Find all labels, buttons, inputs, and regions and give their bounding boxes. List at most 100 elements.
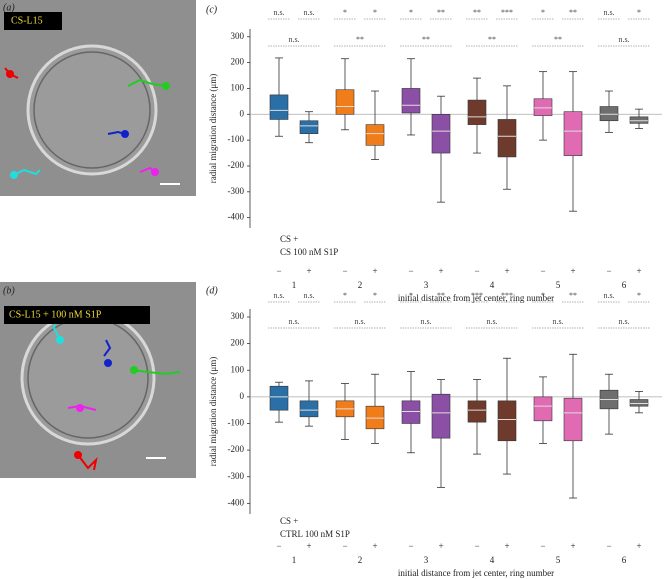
significance: n.s.: [618, 317, 629, 326]
box: [401, 400, 421, 424]
x-tick-label: −: [408, 541, 413, 551]
x-tick-label: −: [342, 541, 347, 551]
significance: n.s.: [420, 317, 431, 326]
significance: *: [637, 291, 641, 300]
x-tick-label: −: [540, 541, 545, 551]
x-tick-label: +: [306, 541, 311, 551]
significance: *: [409, 291, 413, 300]
y-tick-label: -100: [228, 418, 245, 428]
significance: **: [473, 8, 481, 17]
significance: **: [422, 35, 430, 44]
y-tick-label: -200: [228, 444, 245, 454]
condition-label: CS 100 nM S1P: [280, 247, 338, 257]
group-label: 5: [556, 555, 561, 565]
significance: **: [554, 35, 562, 44]
box: [335, 89, 355, 115]
significance: n.s.: [603, 291, 614, 300]
group-label: 1: [292, 280, 297, 290]
y-tick-label: 300: [231, 311, 245, 321]
y-axis-label: radial migration distance (μm): [208, 74, 218, 184]
x-tick-label: −: [606, 266, 611, 276]
image-a: [0, 0, 196, 196]
x-tick-label: −: [474, 541, 479, 551]
significance: n.s.: [486, 317, 497, 326]
x-tick-label: −: [606, 541, 611, 551]
box: [497, 119, 517, 158]
significance: *: [541, 291, 545, 300]
box: [269, 94, 289, 120]
group-label: 4: [490, 555, 495, 565]
box: [269, 385, 289, 411]
y-tick-label: -200: [228, 160, 245, 170]
panel-label: (b): [3, 285, 15, 296]
x-tick-label: −: [474, 266, 479, 276]
box: [299, 400, 319, 418]
y-tick-label: 200: [231, 338, 245, 348]
group-label: 3: [424, 280, 429, 290]
y-tick-label: 200: [231, 57, 245, 67]
x-tick-label: +: [306, 266, 311, 276]
image-caption: CS-L15 + 100 nM S1P: [9, 309, 102, 320]
significance: *: [373, 8, 377, 17]
significance: *: [343, 8, 347, 17]
box: [533, 98, 553, 116]
y-tick-label: -100: [228, 134, 245, 144]
significance: n.s.: [303, 8, 314, 17]
box: [563, 397, 583, 442]
x-tick-label: −: [276, 541, 281, 551]
significance: *: [343, 291, 347, 300]
box: [467, 99, 487, 125]
x-tick-label: −: [276, 266, 281, 276]
group-label: 3: [424, 555, 429, 565]
group-label: 4: [490, 280, 495, 290]
x-tick-label: +: [570, 266, 575, 276]
significance: *: [637, 8, 641, 17]
condition-label: CS +: [280, 516, 298, 526]
group-label: 6: [622, 280, 627, 290]
y-tick-label: 100: [231, 83, 245, 93]
x-tick-label: +: [504, 541, 509, 551]
x-tick-label: −: [540, 266, 545, 276]
significance: n.s.: [354, 317, 365, 326]
y-tick-label: 0: [240, 391, 245, 401]
significance: n.s.: [552, 317, 563, 326]
x-axis-label: initial distance from jet center, ring n…: [398, 293, 554, 303]
box: [365, 405, 385, 430]
box: [497, 400, 517, 442]
image-caption: CS-L15: [11, 15, 43, 26]
group-label: 1: [292, 555, 297, 565]
x-tick-label: +: [570, 541, 575, 551]
significance: n.s.: [303, 291, 314, 300]
y-tick-label: 0: [240, 108, 245, 118]
significance: ***: [471, 291, 483, 300]
y-tick-label: 100: [231, 364, 245, 374]
group-label: 2: [358, 280, 363, 290]
box: [629, 399, 649, 407]
image-b: [0, 282, 196, 478]
panel-label: (a): [3, 2, 15, 13]
group-label: 2: [358, 555, 363, 565]
y-tick-label: -400: [228, 497, 245, 507]
box: [401, 88, 421, 114]
x-tick-label: +: [372, 266, 377, 276]
x-tick-label: +: [372, 541, 377, 551]
significance: *: [541, 8, 545, 17]
box: [563, 111, 583, 156]
significance: ***: [501, 8, 513, 17]
significance: *: [373, 291, 377, 300]
box: [629, 116, 649, 124]
box: [599, 106, 619, 122]
significance: ***: [501, 291, 513, 300]
x-tick-label: +: [636, 541, 641, 551]
group-label: 5: [556, 280, 561, 290]
box: [533, 396, 553, 422]
significance: **: [437, 8, 445, 17]
x-tick-label: +: [438, 266, 443, 276]
panel-label: (c): [206, 4, 218, 15]
significance: n.s.: [288, 35, 299, 44]
panel-label: (d): [206, 285, 218, 296]
x-axis-label: initial distance from jet center, ring n…: [398, 568, 554, 578]
x-tick-label: +: [504, 266, 509, 276]
significance: **: [356, 35, 364, 44]
